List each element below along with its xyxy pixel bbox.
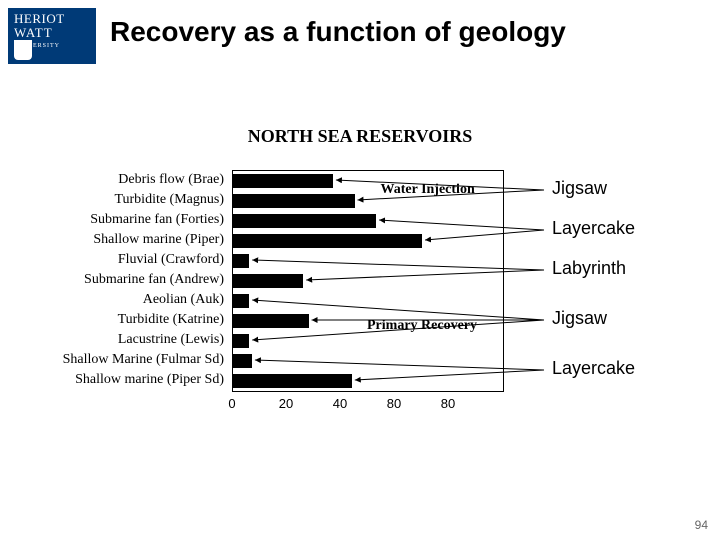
bar: [233, 214, 376, 228]
chart-subtitle: NORTH SEA RESERVOIRS: [0, 126, 720, 147]
category-label: Debris flow (Brae): [10, 170, 228, 190]
bar: [233, 254, 249, 268]
page-number: 94: [695, 518, 708, 532]
category-label: Fluvial (Crawford): [10, 250, 228, 270]
bar: [233, 334, 249, 348]
plot-area: [232, 170, 504, 392]
geology-type-label: Layercake: [552, 358, 635, 379]
bar: [233, 314, 309, 328]
category-label: Shallow marine (Piper Sd): [10, 370, 228, 390]
shield-icon: [14, 40, 32, 60]
category-label: Turbidite (Katrine): [10, 310, 228, 330]
bar: [233, 194, 355, 208]
in-plot-label: Water Injection: [381, 182, 475, 198]
in-plot-label: Primary Recovery: [367, 318, 477, 334]
category-label: Turbidite (Magnus): [10, 190, 228, 210]
x-tick: 80: [387, 396, 401, 411]
category-label: Shallow Marine (Fulmar Sd): [10, 350, 228, 370]
bar: [233, 354, 252, 368]
bar: [233, 294, 249, 308]
bar: [233, 274, 303, 288]
geology-type-label: Labyrinth: [552, 258, 626, 279]
x-tick: 20: [279, 396, 293, 411]
x-tick: 80: [441, 396, 455, 411]
recovery-bar-chart: Debris flow (Brae)Turbidite (Magnus)Subm…: [10, 170, 710, 440]
x-axis-ticks: 020408080: [232, 392, 502, 416]
logo-line1: HERIOT: [14, 12, 90, 26]
geology-type-label: Jigsaw: [552, 308, 607, 329]
geology-type-label: Layercake: [552, 218, 635, 239]
bar: [233, 374, 352, 388]
university-logo: HERIOT WATT UNIVERSITY: [8, 8, 96, 64]
x-tick: 0: [228, 396, 235, 411]
logo-line2: WATT: [14, 26, 90, 40]
bar: [233, 174, 333, 188]
category-label: Shallow marine (Piper): [10, 230, 228, 250]
page-title: Recovery as a function of geology: [110, 16, 710, 48]
category-label: Submarine fan (Andrew): [10, 270, 228, 290]
category-label: Aeolian (Auk): [10, 290, 228, 310]
geology-type-label: Jigsaw: [552, 178, 607, 199]
category-labels: Debris flow (Brae)Turbidite (Magnus)Subm…: [10, 170, 228, 390]
category-label: Lacustrine (Lewis): [10, 330, 228, 350]
x-tick: 40: [333, 396, 347, 411]
category-label: Submarine fan (Forties): [10, 210, 228, 230]
bar: [233, 234, 422, 248]
